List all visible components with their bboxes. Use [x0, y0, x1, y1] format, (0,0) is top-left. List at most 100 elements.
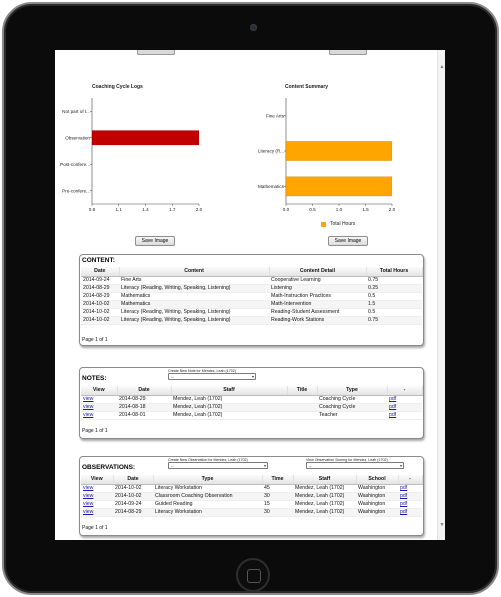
content-col-header[interactable]: Total Hours — [366, 267, 423, 277]
notes-cell: 2014-08-18 — [117, 403, 171, 412]
pdf-link[interactable]: pdf — [389, 412, 397, 418]
notes-panel: NOTES: Create New Note for Mendez, Leah … — [79, 367, 424, 439]
observations-col-header[interactable]: Date — [113, 475, 154, 485]
observation-scoring-select[interactable]: -- ▾ — [306, 462, 404, 469]
observations-cell: pdf — [398, 484, 422, 493]
content-cell: Math-Intervention — [269, 300, 366, 309]
notes-row: view 2014-08-29 Mendez, Leah (1702) Coachin… — [81, 395, 422, 404]
bar[interactable] — [285, 176, 393, 197]
notes-col-header[interactable]: Type — [317, 386, 388, 396]
y-tick-label: Fine Arts — [266, 113, 285, 118]
notes-cell: Teacher — [317, 411, 387, 420]
notes-col-header[interactable]: - — [387, 386, 423, 396]
notes-col-header[interactable]: View — [81, 386, 118, 396]
create-note-value: -- — [171, 374, 174, 379]
x-tick-label: 2.0 — [196, 207, 203, 212]
observations-col-header[interactable]: - — [398, 475, 423, 485]
content-row: 2014-08-29 Literacy (Reading, Writing, Sp… — [81, 284, 422, 293]
notes-row: view 2014-08-01 Mendez, Leah (1702) Teacher… — [81, 411, 422, 420]
notes-col-header[interactable]: Title — [287, 386, 318, 396]
create-observation-select[interactable]: -- ▾ — [168, 462, 268, 469]
observations-col-header[interactable]: Type — [153, 475, 263, 485]
pdf-link[interactable]: pdf — [389, 404, 397, 410]
scroll-down-icon[interactable]: ▼ — [439, 522, 445, 528]
x-tick-label: 1.4 — [142, 207, 149, 212]
observations-cell: Mendez, Leah (1702) — [293, 484, 356, 493]
view-link[interactable]: view — [83, 501, 94, 507]
observations-row: view 2014-10-02 Classroom Coaching Observa… — [81, 492, 422, 501]
scroll-up-icon[interactable]: ▲ — [439, 64, 445, 70]
create-observation-control: Create New Observation for Mendez, Leah … — [168, 458, 268, 469]
observations-col-header[interactable]: Staff — [293, 475, 357, 485]
view-link[interactable]: view — [83, 396, 94, 402]
observations-cell: view — [81, 484, 113, 493]
observations-pager: Page 1 of 1 — [82, 525, 108, 531]
view-link[interactable]: view — [83, 485, 94, 491]
bar[interactable] — [91, 130, 200, 146]
y-tick-label: Post-confere... — [60, 162, 90, 167]
view-link[interactable]: view — [83, 509, 94, 515]
view-link[interactable]: view — [83, 493, 94, 499]
content-col-header[interactable]: Date — [81, 267, 120, 277]
y-tick-label: Pre-confere... — [62, 188, 90, 193]
pdf-link[interactable]: pdf — [400, 493, 408, 499]
observations-cell: view — [81, 500, 113, 509]
content-col-header[interactable]: Content Detail — [269, 267, 367, 277]
view-link[interactable]: view — [83, 412, 94, 418]
create-note-select[interactable]: -- ▾ — [168, 373, 256, 380]
observations-col-header[interactable]: View — [81, 475, 114, 485]
content-cell: 2014-10-02 — [81, 300, 119, 309]
top-button-left[interactable] — [137, 50, 175, 55]
observations-table: View Date Type Time Staff School - view 2014-10… — [81, 475, 423, 517]
chart-legend: Total Hours — [321, 221, 355, 227]
notes-col-header[interactable]: Staff — [171, 386, 288, 396]
observations-col-header[interactable]: School — [356, 475, 399, 485]
content-cell: 0.75 — [366, 316, 422, 325]
save-image-button-right[interactable]: Save Image — [328, 236, 368, 246]
notes-cell: pdf — [387, 395, 422, 404]
save-image-button-left[interactable]: Save Image — [135, 236, 175, 246]
content-row: 2014-10-02 Literacy (Reading, Writing, Sp… — [81, 308, 422, 317]
content-cell: 0.5 — [366, 308, 422, 317]
create-observation-label: Create New Observation for Mendez, Leah … — [168, 458, 248, 462]
content-col-header[interactable]: Content — [119, 267, 270, 277]
observations-cell: Literacy Workstation — [153, 484, 262, 493]
content-cell: Reading-Work Stations — [269, 316, 366, 325]
pdf-link[interactable]: pdf — [400, 509, 408, 515]
chevron-down-icon: ▾ — [263, 463, 266, 468]
view-link[interactable]: view — [83, 404, 94, 410]
observation-scoring-value: -- — [309, 463, 312, 468]
content-row: 2014-10-02 Mathematics Math-Intervention 1.… — [81, 300, 422, 309]
pdf-link[interactable]: pdf — [389, 396, 397, 402]
content-row: 2014-10-02 Literacy (Reading, Writing, Sp… — [81, 316, 422, 325]
pdf-link[interactable]: pdf — [400, 485, 408, 491]
content-cell: 2014-09-24 — [81, 276, 119, 285]
content-cell: Listening — [269, 284, 366, 293]
pdf-link[interactable]: pdf — [400, 501, 408, 507]
observations-col-header[interactable]: Time — [262, 475, 294, 485]
notes-cell: Mendez, Leah (1702) — [171, 411, 287, 420]
notes-cell: pdf — [387, 411, 422, 420]
notes-cell: Coaching Cycle — [317, 403, 387, 412]
notes-cell: view — [81, 395, 117, 404]
content-cell: Literacy (Reading, Writing, Speaking, Li… — [119, 316, 269, 325]
top-button-right[interactable] — [329, 50, 367, 55]
content-panel: CONTENT: Date Content Content Detail Total … — [79, 254, 424, 346]
notes-cell: 2014-08-29 — [117, 395, 171, 404]
home-button[interactable] — [236, 558, 270, 592]
observations-cell: 2014-08-29 — [113, 508, 153, 517]
bar[interactable] — [285, 141, 393, 161]
vertical-scrollbar[interactable]: ▲ ▼ — [437, 50, 445, 540]
observations-row: view 2014-08-29 Literacy Workstation 30 Mend… — [81, 508, 422, 517]
observations-cell: 15 — [262, 500, 293, 509]
observations-cell: pdf — [398, 508, 422, 517]
notes-panel-title: NOTES: — [82, 375, 107, 382]
notes-cell: Mendez, Leah (1702) — [171, 403, 287, 412]
notes-pager: Page 1 of 1 — [82, 428, 108, 434]
x-tick-label: 2.0 — [389, 207, 396, 212]
observations-cell: view — [81, 508, 113, 517]
observations-cell: Mendez, Leah (1702) — [293, 508, 356, 517]
y-tick-label: Literacy (R... — [258, 149, 284, 154]
observations-cell: Mendez, Leah (1702) — [293, 500, 356, 509]
notes-col-header[interactable]: Date — [117, 386, 172, 396]
